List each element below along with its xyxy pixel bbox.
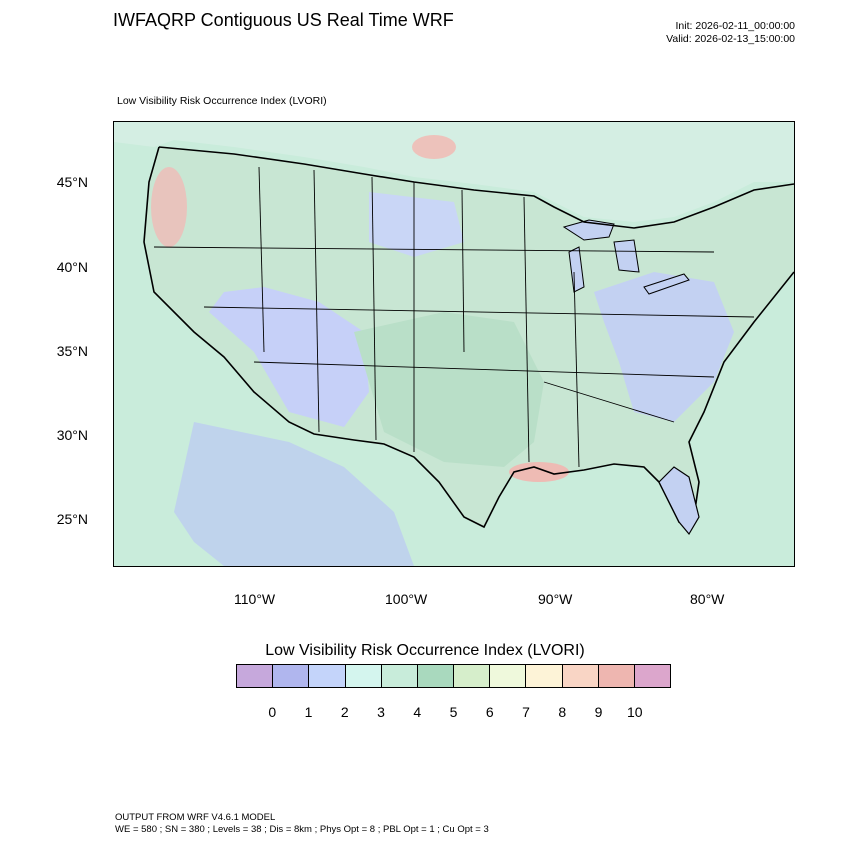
page-title: IWFAQRP Contiguous US Real Time WRF xyxy=(113,10,454,30)
longitude-label-100w: 100°W xyxy=(385,591,428,607)
colorbar-box-9 xyxy=(562,665,599,687)
latitude-label-40: 40°N xyxy=(56,259,88,275)
map-panel xyxy=(113,121,795,567)
colorbar-tick-9: 9 xyxy=(594,704,603,720)
low-index-southwest xyxy=(209,287,369,427)
colorbar-tick-1: 1 xyxy=(304,704,313,720)
latitude-label-35: 35°N xyxy=(56,343,88,359)
high-index-canada xyxy=(412,135,456,159)
florida xyxy=(658,466,700,536)
colorbar-tick-3: 3 xyxy=(377,704,385,720)
init-time: Init: 2026-02-11_00:00:00 xyxy=(675,20,795,32)
colorbar-box-0 xyxy=(237,665,274,687)
longitude-label-90w: 90°W xyxy=(538,591,573,607)
colorbar-box-3 xyxy=(345,665,382,687)
latitude-label-25: 25°N xyxy=(56,511,88,527)
model-info-line1: OUTPUT FROM WRF V4.6.1 MODEL xyxy=(115,812,276,823)
colorbar xyxy=(236,664,671,688)
lake-michigan xyxy=(568,246,585,293)
colorbar-box-6 xyxy=(454,665,491,687)
colorbar-box-4 xyxy=(381,665,418,687)
low-index-southeast xyxy=(594,272,734,422)
colorbar-tick-0: 0 xyxy=(268,704,277,720)
longitude-label-110w: 110°W xyxy=(234,591,276,607)
colorbar-box-1 xyxy=(273,665,310,687)
mid-index-texas xyxy=(354,312,544,467)
colorbar-box-10 xyxy=(598,665,635,687)
model-info-line2: WE = 580 ; SN = 380 ; Levels = 38 ; Dis … xyxy=(115,824,489,835)
colorbar-tick-8: 8 xyxy=(558,704,567,720)
valid-time: Valid: 2026-02-13_15:00:00 xyxy=(666,33,795,45)
colorbar-box-11 xyxy=(634,665,671,687)
colorbar-box-5 xyxy=(417,665,455,687)
plot-label: Low Visibility Risk Occurrence Index (LV… xyxy=(117,95,327,107)
lake-huron xyxy=(613,239,640,273)
colorbar-tick-5: 5 xyxy=(449,704,458,720)
mexico-land xyxy=(174,422,414,566)
colorbar-tick-4: 4 xyxy=(413,704,422,720)
colorbar-tick-7: 7 xyxy=(522,704,530,720)
colorbar-tick-6: 6 xyxy=(485,704,494,720)
lake-erie xyxy=(643,273,690,295)
high-index-pacific-northwest xyxy=(151,167,187,247)
state-borders xyxy=(153,166,755,468)
high-index-gulf-coast xyxy=(509,462,569,482)
lake-superior xyxy=(562,219,615,241)
low-index-plains xyxy=(369,192,464,257)
colorbar-box-7 xyxy=(490,665,527,687)
colorbar-tick-2: 2 xyxy=(340,704,349,720)
latitude-label-30: 30°N xyxy=(56,427,88,443)
colorbar-tick-10: 10 xyxy=(626,704,643,720)
coastline-border xyxy=(143,146,794,529)
us-map xyxy=(114,122,794,566)
canada-land xyxy=(114,122,794,222)
longitude-label-80w: 80°W xyxy=(690,591,725,607)
colorbar-box-8 xyxy=(526,665,563,687)
latitude-label-45: 45°N xyxy=(56,174,88,190)
colorbar-title: Low Visibility Risk Occurrence Index (LV… xyxy=(265,642,585,659)
colorbar-box-2 xyxy=(309,665,346,687)
